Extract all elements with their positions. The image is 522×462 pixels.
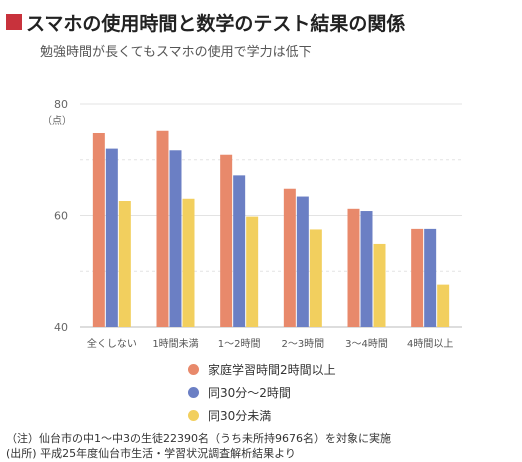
- bar: [156, 130, 169, 327]
- bar: [360, 211, 373, 327]
- legend-marker: [188, 364, 199, 375]
- bar: [246, 216, 259, 327]
- legend-label: 同30分未満: [208, 409, 272, 423]
- legend-marker: [188, 387, 199, 398]
- chart-legend: 家庭学習時間2時間以上 同30分～2時間 同30分未満: [188, 358, 336, 427]
- y-tick-label: 80: [54, 98, 68, 111]
- bar: [105, 148, 118, 327]
- note-source: (出所) 平成25年度仙台市生活・学習状況調査解析結果より: [6, 447, 296, 460]
- bar: [296, 196, 309, 327]
- x-tick-label: 1～2時間: [218, 338, 261, 350]
- bar: [347, 208, 360, 327]
- footnotes: （注）仙台市の中1～中3の生徒22390名（うち未所持9676名）を対象に実施 …: [6, 431, 391, 461]
- legend-label: 家庭学習時間2時間以上: [208, 363, 336, 377]
- legend-item: 家庭学習時間2時間以上: [188, 358, 336, 381]
- chart-title: スマホの使用時間と数学のテスト結果の関係: [26, 12, 406, 35]
- bar: [233, 175, 246, 327]
- title-row: スマホの使用時間と数学のテスト結果の関係: [6, 9, 405, 35]
- bar: [309, 229, 322, 327]
- x-tick-label: 1時間未満: [152, 338, 198, 350]
- bar: [283, 188, 296, 327]
- x-tick-label: 2～3時間: [281, 338, 324, 350]
- bar: [169, 150, 182, 327]
- legend-label: 同30分～2時間: [208, 386, 291, 400]
- bar: [92, 132, 105, 327]
- y-axis-label: （点）: [42, 115, 72, 127]
- bar: [182, 198, 195, 327]
- legend-marker: [188, 410, 199, 421]
- bar: [411, 228, 424, 327]
- x-tick-label: 4時間以上: [407, 338, 453, 350]
- bar: [437, 284, 450, 327]
- bar-chart: 40 60 80 （点） 全くしない 1時間未満 1～2時間 2～3時間 3～4時間 4時間以上: [42, 98, 462, 350]
- legend-item: 同30分～2時間: [188, 381, 336, 404]
- note-survey: （注）仙台市の中1～中3の生徒22390名（うち未所持9676名）を対象に実施: [6, 432, 391, 445]
- legend-item: 同30分未満: [188, 404, 336, 427]
- bar: [373, 243, 386, 327]
- x-tick-label: 3～4時間: [345, 338, 388, 350]
- x-tick-label: 全くしない: [87, 337, 137, 350]
- bar: [118, 201, 131, 327]
- chart-subtitle: 勉強時間が長くてもスマホの使用で学力は低下: [40, 45, 312, 60]
- bar: [220, 154, 233, 327]
- y-tick-label: 60: [54, 210, 68, 223]
- y-tick-label: 40: [54, 321, 68, 334]
- bar: [424, 228, 437, 327]
- title-marker-square: [6, 14, 22, 30]
